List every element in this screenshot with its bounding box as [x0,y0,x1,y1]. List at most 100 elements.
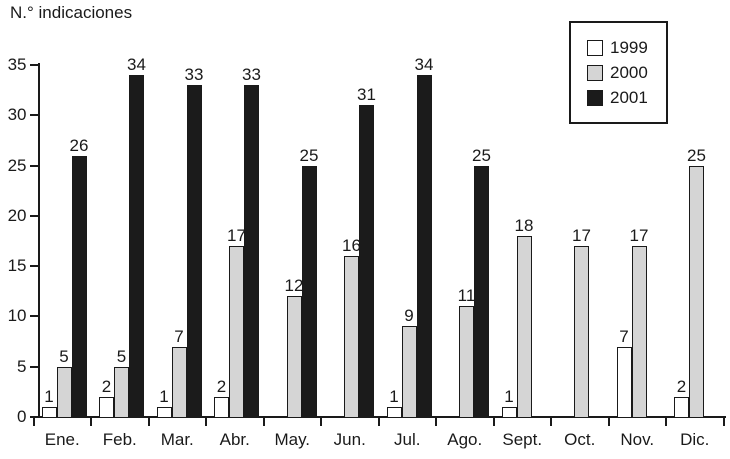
bar-2000-sept [516,235,532,417]
y-axis-tick-label: 10 [7,306,27,326]
x-axis-label: May. [274,430,311,449]
bar-2001-abr [244,85,259,417]
bar-value-label: 25 [472,145,491,165]
bar-value-label: 17 [572,226,591,246]
legend: 1999 2000 2001 [569,21,668,124]
legend-item-1999: 1999 [587,39,666,56]
y-axis-tick [29,214,38,217]
bar-value-label: 5 [116,346,127,366]
bar-value-label: 2 [216,376,227,396]
bar-value-label: 7 [174,326,184,346]
legend-label-1999: 1999 [610,38,648,57]
bar-value-label: 17 [227,226,246,246]
x-axis-tick [262,418,265,426]
bar-value-label: 7 [619,326,629,346]
bar-1999-ene [41,406,57,417]
bar-2000-abr [229,246,244,417]
x-axis-label: Jun. [333,430,366,449]
x-axis-tick [435,418,437,426]
bar-2001-ene [71,155,87,417]
y-axis-tick [29,315,38,318]
x-axis-tick [492,418,495,426]
bar-value-label: 16 [342,236,361,256]
x-axis-label: Mar. [160,430,194,449]
bar-2001-may [301,165,317,417]
bar-value-label: 18 [514,215,534,235]
x-axis-tick [320,418,322,426]
bar-2000-nov [631,246,647,417]
x-axis-tick [147,418,150,426]
y-axis-tick-label: 15 [7,256,27,276]
bar-value-label: 1 [504,386,514,406]
bar-2000-oct [574,246,589,417]
y-axis-tick-label: 0 [17,407,27,426]
x-axis-label: Abr. [219,430,250,449]
bar-1999-abr [214,396,229,417]
bar-value-label: 34 [414,55,434,75]
bar-2001-mar [186,85,202,417]
legend-item-2001: 2001 [587,89,666,106]
y-axis-line [37,63,40,418]
bar-2000-jun [344,256,359,417]
bar-2000-feb [114,366,129,417]
bar-value-label: 2 [101,376,112,396]
bar-1999-dic [674,396,689,417]
x-axis-tick [377,418,380,426]
bar-2001-ago [474,165,489,417]
legend-swatch-1999 [587,39,603,56]
y-axis-tick [29,64,38,66]
y-axis-title: N.° indicaciones [10,3,133,22]
y-axis-tick-label: 5 [17,356,27,376]
x-axis-label: Ago. [447,430,483,449]
x-axis-label: Jul. [394,430,421,449]
bar-2000-mar [171,346,187,417]
legend-item-2000: 2000 [587,64,666,81]
x-axis-tick [90,418,92,426]
bar-2001-feb [129,75,144,417]
bar-2000-may [286,296,302,417]
y-axis-tick-label: 35 [7,55,27,74]
bar-value-label: 9 [404,306,414,326]
y-axis-tick [29,164,38,167]
bar-1999-feb [99,396,114,417]
y-axis-tick [29,416,38,418]
x-axis-label: Feb. [102,430,137,449]
bar-value-label: 1 [389,386,399,406]
x-axis-label: Dic. [680,430,710,449]
y-axis-tick [29,114,38,117]
bar-value-label: 31 [357,85,376,105]
bar-value-label: 17 [629,226,649,246]
bar-value-label: 2 [676,376,687,396]
bar-value-label: 33 [242,65,261,85]
bar-value-label: 26 [69,135,89,155]
x-axis-tick [550,418,552,426]
x-axis-label: Oct. [564,430,596,449]
legend-label-2000: 2000 [610,63,648,82]
bar-value-label: 11 [457,286,476,306]
bar-value-label: 25 [299,145,319,165]
bar-2001-jun [359,105,374,417]
legend-swatch-2001 [587,89,603,106]
x-axis-tick [665,418,667,426]
y-axis-tick [29,365,38,368]
bar-value-label: 5 [59,346,69,366]
bar-value-label: 1 [159,386,169,406]
bar-1999-jul [386,406,402,417]
bar-value-label: 33 [184,65,204,85]
bar-value-label: 34 [127,55,146,75]
y-axis-tick [29,265,38,268]
x-axis-label: Ene. [44,430,80,449]
bar-value-label: 12 [284,276,304,296]
x-axis-tick [205,418,207,426]
bar-2000-ene [56,366,72,417]
bar-2000-dic [689,165,704,417]
y-axis-tick-label: 20 [7,205,27,225]
x-axis-tick [607,418,610,426]
bar-2001-jul [416,75,432,417]
bar-1999-sept [501,406,517,417]
legend-swatch-2000 [587,64,603,81]
bar-value-label: 25 [687,145,706,165]
x-axis-tick [32,418,35,426]
